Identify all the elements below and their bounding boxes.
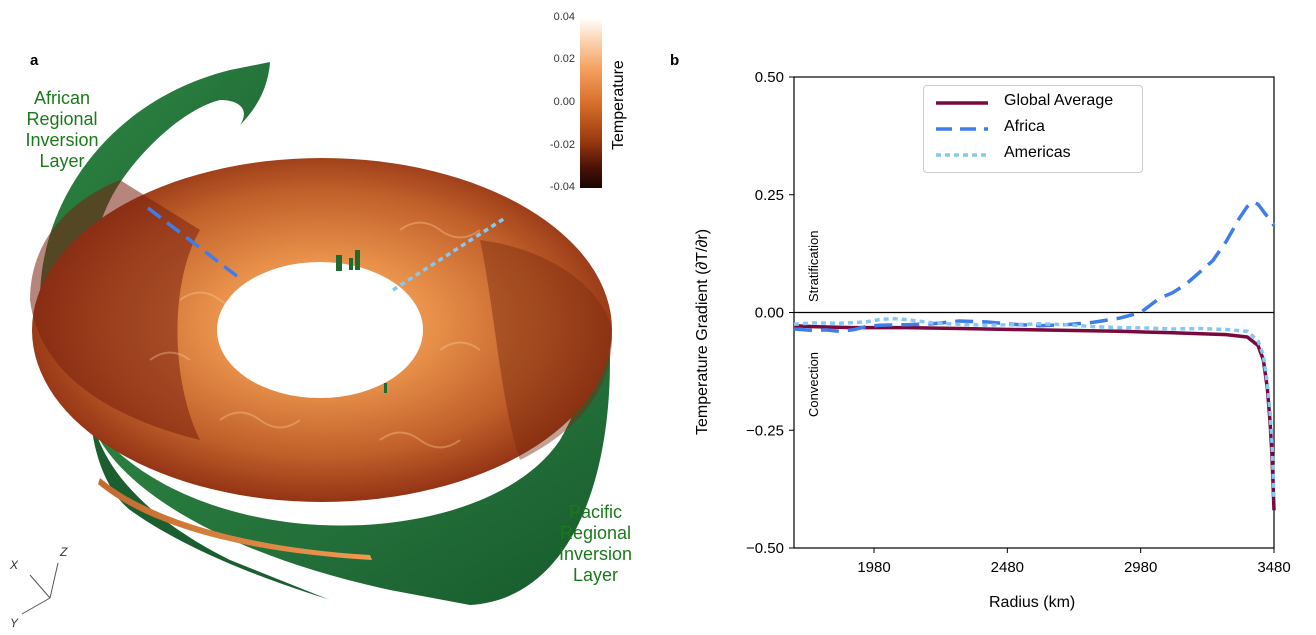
- inner-core-hole: [217, 262, 423, 398]
- chart-legend: Global Average Africa Americas: [923, 85, 1143, 173]
- y-tick-label: 0.50: [755, 69, 784, 86]
- x-tick-label: 1980: [857, 559, 890, 576]
- colorbar-tick-0: 0.04: [553, 11, 575, 23]
- americas-profile-line: [392, 216, 506, 292]
- axis-y-label: Y: [10, 616, 19, 630]
- orientation-axes: [21, 562, 59, 615]
- legend-item-africa: Africa: [934, 118, 1134, 140]
- colorbar-tick-2: 0.00: [553, 96, 575, 108]
- series-line-americas: [793, 316, 1276, 501]
- x-tick-label: 3480: [1257, 559, 1290, 576]
- axis-z-label: Z: [60, 545, 68, 559]
- legend-label-africa: Africa: [1004, 118, 1045, 135]
- legend-label-americas: Americas: [1004, 144, 1071, 161]
- colorbar-tick-1: 0.02: [553, 53, 575, 65]
- colorbar-tick-3: -0.02: [549, 139, 575, 151]
- colorbar-tick-4: -0.04: [549, 181, 575, 193]
- pacific-inversion-layer-shell: [90, 292, 610, 605]
- african-layer-label: African Regional Inversion Layer: [25, 88, 99, 171]
- legend-label-global: Global Average: [1004, 92, 1114, 109]
- series-line-africa: [793, 200, 1276, 334]
- panel-a-letter: a: [30, 52, 39, 69]
- y-tick-label: −0.25: [746, 422, 784, 439]
- legend-item-americas: Americas: [934, 144, 1134, 166]
- y-tick-label: 0.00: [755, 305, 784, 322]
- axis-x-label: X: [10, 558, 19, 572]
- pacific-layer-label: Pacific Regional Inversion Layer: [558, 502, 633, 585]
- legend-item-global: Global Average: [934, 92, 1134, 114]
- panel-b-letter: b: [670, 52, 680, 69]
- chart-y-axis-label: Temperature Gradient (∂T/∂r): [694, 228, 711, 435]
- x-tick-label: 2480: [991, 559, 1024, 576]
- series-line-global-average: [793, 323, 1276, 511]
- x-tick-label: 2980: [1124, 559, 1157, 576]
- stratification-label: Stratification: [806, 230, 821, 302]
- colorbar: [580, 18, 602, 188]
- chart-x-axis-label: Radius (km): [989, 594, 1076, 611]
- y-tick-label: 0.25: [755, 187, 784, 204]
- convection-label: Convection: [806, 351, 821, 417]
- y-tick-label: −0.50: [746, 540, 784, 557]
- core-3d-render: [21, 62, 613, 615]
- africa-profile-line: [146, 206, 244, 282]
